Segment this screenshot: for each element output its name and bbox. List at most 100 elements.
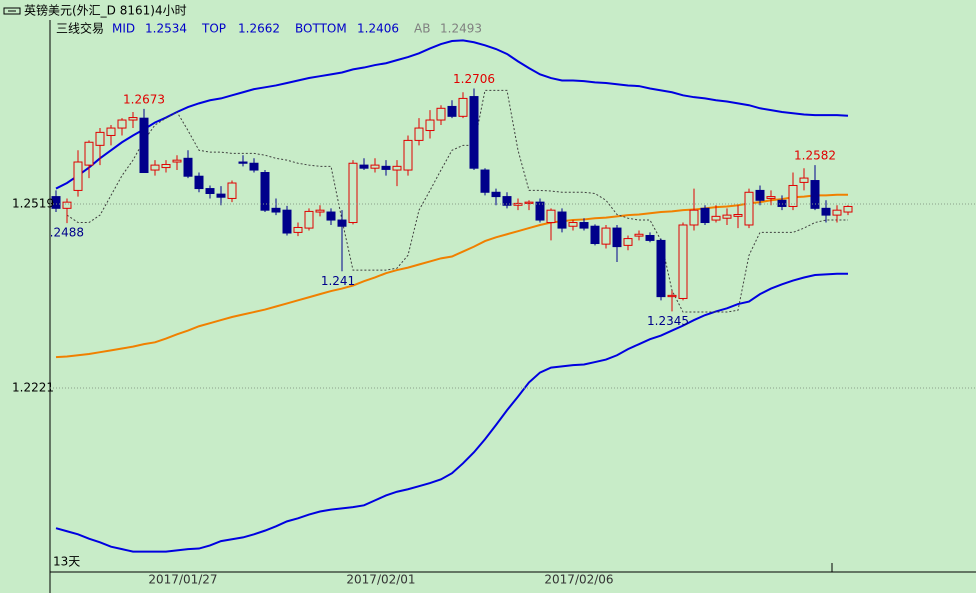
high-annotation: 1.2706 (453, 72, 495, 86)
candle-body (95, 131, 105, 146)
candle-body (271, 207, 281, 213)
legend-name: AB (414, 22, 430, 36)
candle-body (73, 161, 83, 191)
candle-body (524, 201, 534, 204)
candle-body (623, 238, 633, 246)
candle-body (315, 209, 325, 213)
candle-body (568, 222, 578, 227)
indicator-line (66, 89, 848, 313)
candle-body (392, 165, 402, 171)
candle-body (381, 165, 391, 170)
candle-body (557, 211, 567, 229)
period-label: 13天 (53, 555, 80, 569)
candle-body (502, 196, 512, 206)
candle-body (832, 209, 842, 216)
plot: 1.2673 1.2706 1.2582 1.2488 1.241 1.2345 (42, 39, 853, 553)
indicator-line (55, 39, 849, 190)
candle-body (337, 219, 347, 227)
candle-body (436, 107, 446, 121)
x-tick-label: 2017/02/06 (544, 573, 613, 587)
candle-body (722, 214, 732, 219)
candle-body (172, 159, 182, 163)
candle-body (51, 196, 61, 209)
candle-body (744, 191, 754, 226)
candle-body (227, 182, 237, 199)
candle-body (645, 234, 655, 241)
legend-name: BOTTOM (295, 22, 347, 36)
legend-value: 1.2662 (238, 22, 280, 36)
candle-body (634, 233, 644, 237)
y-tick-label: 1.2519 (12, 197, 54, 211)
indicator-name: 三线交易 (56, 21, 104, 36)
candle-body (678, 224, 688, 299)
high-annotation: 1.2673 (123, 92, 165, 106)
candle-body (161, 163, 171, 169)
candle-body (612, 227, 622, 248)
candle-body (667, 294, 677, 298)
title-icon (3, 7, 21, 15)
candle-body (117, 119, 127, 129)
candle-body (700, 207, 710, 224)
candle-body (62, 201, 72, 209)
candle-body (128, 117, 138, 121)
candle-body (106, 127, 116, 136)
candle-body (150, 164, 160, 171)
low-annotation: 1.2488 (42, 226, 84, 240)
legend-value: 1.2493 (440, 22, 482, 36)
candle-body (777, 199, 787, 207)
candle-body (260, 172, 270, 211)
candle-body (821, 207, 831, 216)
candle-body (216, 193, 226, 198)
candle-body (194, 175, 204, 190)
candle-body (733, 213, 743, 217)
candle-body (458, 97, 468, 117)
candle-body (84, 141, 94, 166)
candle-body (711, 215, 721, 221)
candle-body (480, 169, 490, 193)
candle-body (139, 117, 149, 174)
candle-body (282, 209, 292, 234)
candle-body (755, 189, 765, 201)
candle-body (304, 210, 314, 229)
candle-body (535, 201, 545, 221)
candle-body (656, 239, 666, 298)
candle-body (447, 105, 457, 117)
low-annotation: 1.2345 (647, 314, 689, 328)
legend-value: 1.2406 (357, 22, 399, 36)
candle-body (766, 196, 776, 199)
low-annotation: 1.241 (321, 274, 355, 288)
x-tick-label: 2017/02/01 (346, 573, 415, 587)
chart-title: 英镑美元(外汇_D 8161)4小时 (24, 3, 187, 18)
candle-body (590, 225, 600, 245)
candle-body (414, 127, 424, 141)
candle-body (788, 184, 798, 207)
candle-body (370, 164, 380, 169)
candle-body (469, 96, 479, 169)
high-annotation: 1.2582 (794, 149, 836, 163)
candle-body (205, 188, 215, 195)
candle-body (359, 164, 369, 169)
candle-body (689, 209, 699, 226)
candle-body (491, 191, 501, 198)
candle-body (810, 180, 820, 209)
candle-body (601, 227, 611, 245)
candle-body (348, 162, 358, 224)
y-tick-label: 1.2221 (12, 381, 54, 395)
candle-body (293, 226, 303, 233)
candle-body (326, 211, 336, 221)
legend-value: 1.2534 (145, 22, 187, 36)
candle-body (238, 161, 248, 164)
candle-body (425, 119, 435, 132)
candle-body (249, 162, 259, 171)
candle-body (843, 205, 853, 213)
candle-body (183, 157, 193, 177)
x-tick-label: 2017/01/27 (148, 573, 217, 587)
candle-body (403, 139, 413, 171)
candle-body (579, 222, 589, 229)
candle-body (546, 209, 556, 224)
legend-name: MID (112, 22, 135, 36)
candle-body (799, 177, 809, 183)
legend-name: TOP (201, 22, 226, 36)
